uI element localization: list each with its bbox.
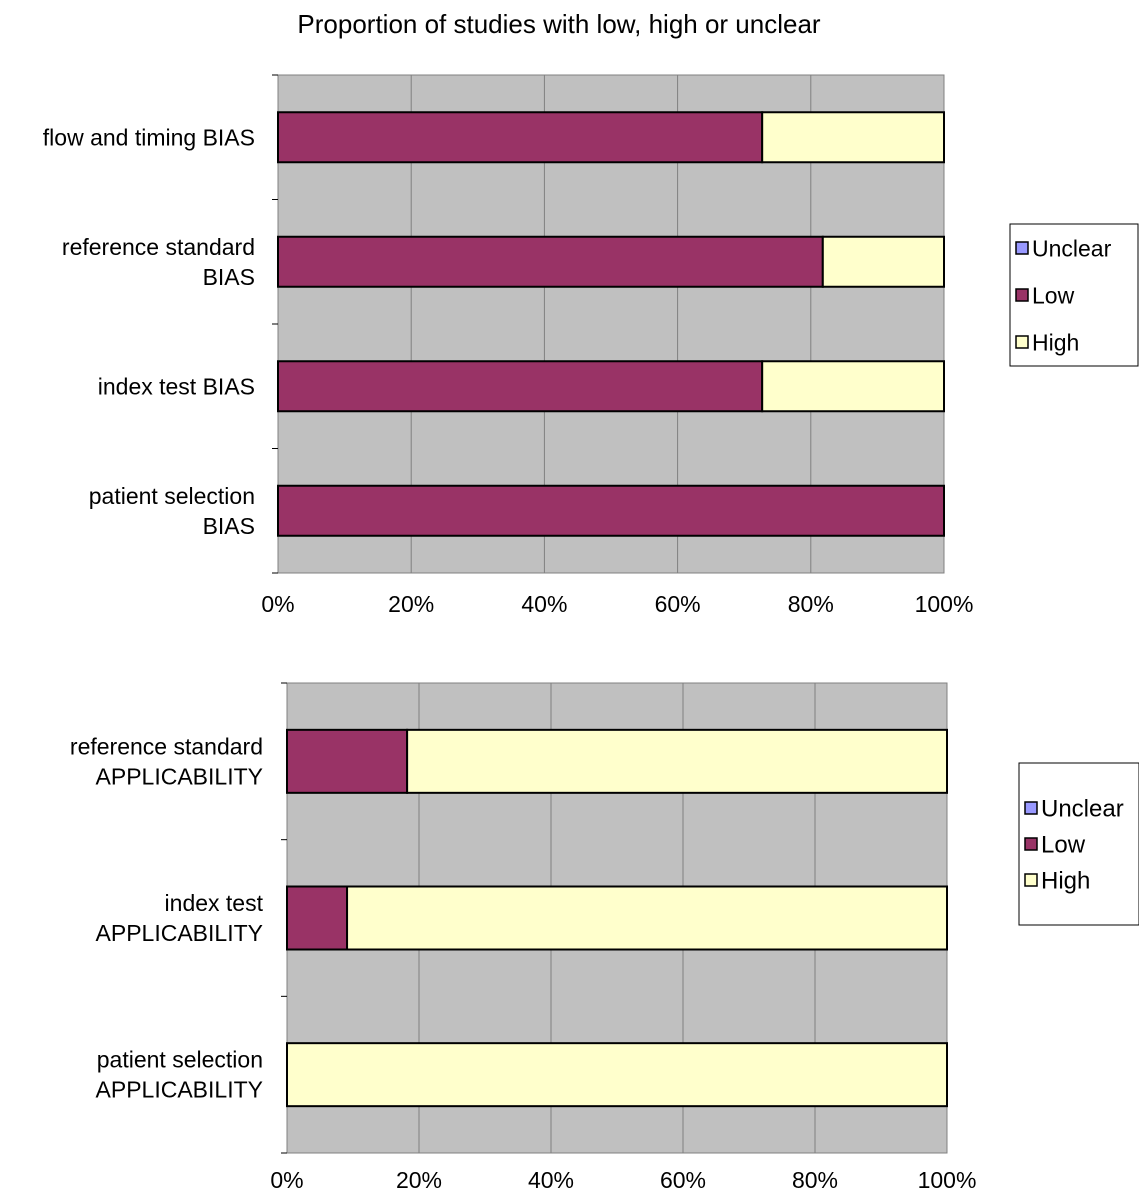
bar-segment-high: [406, 728, 948, 794]
x-tick-label: 60%: [660, 1167, 706, 1193]
category-label: index test BIAS: [98, 373, 255, 399]
legend: Unclear Low High: [1009, 223, 1139, 367]
bias-chart: 0% 20% 40% 60% 80% 100% flow and timing BIAS re…: [43, 74, 1139, 617]
legend-swatch-high: [1015, 335, 1029, 349]
x-tick-label: 60%: [655, 591, 701, 617]
bar-segment-high: [821, 235, 946, 288]
category-label: patient selection BIAS: [89, 483, 255, 539]
bar-segment-low: [277, 484, 945, 537]
legend-swatch-unclear: [1015, 241, 1029, 255]
legend-label: High: [1041, 868, 1090, 895]
x-tick-label: 0%: [270, 1167, 303, 1193]
legend-label: High: [1032, 329, 1079, 355]
legend-swatch-low: [1024, 837, 1038, 851]
bar-segment-low: [286, 728, 409, 794]
bar-segment-low: [286, 885, 349, 951]
legend-label: Low: [1032, 282, 1075, 308]
x-tick-label: 40%: [521, 591, 567, 617]
bar-segment-high: [286, 1042, 948, 1108]
bar-segment-high: [761, 111, 945, 164]
bar-segment-low: [277, 111, 764, 164]
x-tick-label: 80%: [788, 591, 834, 617]
category-label: reference standard APPLICABILITY: [70, 733, 263, 789]
x-tick-label: 20%: [388, 591, 434, 617]
legend-label: Unclear: [1032, 235, 1112, 261]
x-tick-label: 20%: [396, 1167, 442, 1193]
bar-segment-high: [761, 360, 945, 413]
applicability-chart: 0% 20% 40% 60% 80% 100% reference standard APPL…: [70, 682, 1139, 1193]
x-tick-label: 40%: [528, 1167, 574, 1193]
legend: Unclear Low High: [1018, 762, 1139, 926]
legend-swatch-high: [1024, 873, 1038, 887]
category-label: flow and timing BIAS: [43, 124, 255, 150]
x-tick-label: 80%: [792, 1167, 838, 1193]
legend-label: Unclear: [1041, 796, 1124, 823]
legend-swatch-unclear: [1024, 801, 1038, 815]
x-tick-label: 100%: [918, 1167, 977, 1193]
figure-title: Proportion of studies with low, high or …: [297, 9, 821, 39]
bar-segment-low: [277, 235, 824, 288]
category-label: reference standard BIAS: [62, 234, 255, 290]
legend-box: [1009, 223, 1139, 367]
x-tick-label: 100%: [915, 591, 974, 617]
legend-swatch-low: [1015, 288, 1029, 302]
bar-segment-high: [346, 885, 948, 951]
category-label: index test APPLICABILITY: [96, 890, 264, 946]
bar-segment-low: [277, 360, 764, 413]
x-tick-label: 0%: [261, 591, 294, 617]
legend-label: Low: [1041, 832, 1086, 859]
category-label: patient selection APPLICABILITY: [96, 1047, 263, 1103]
legend-box: [1018, 762, 1139, 926]
